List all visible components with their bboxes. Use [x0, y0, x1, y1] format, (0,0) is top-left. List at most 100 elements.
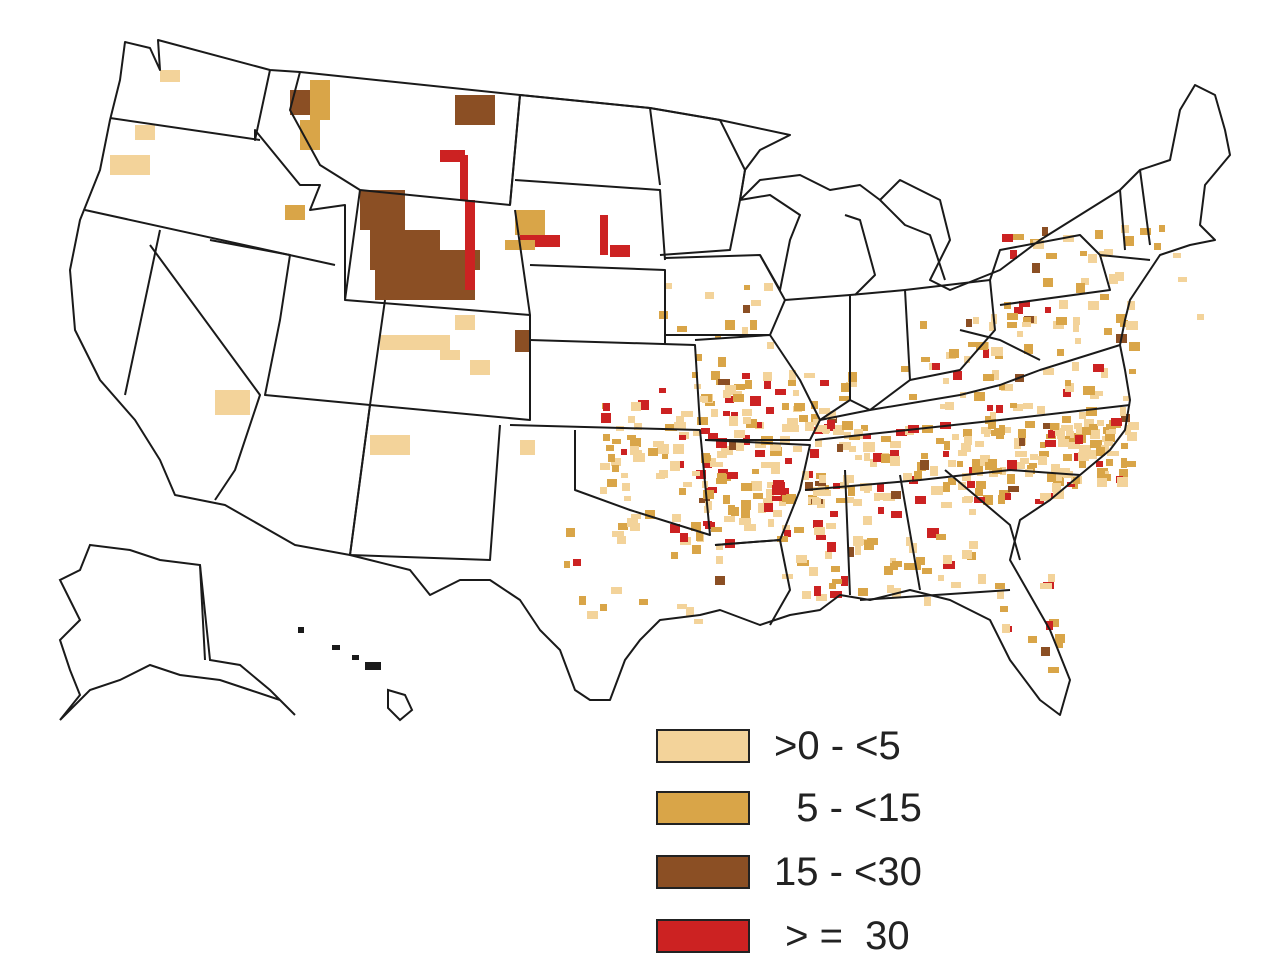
county-shading-layer: [110, 70, 1204, 673]
county-cell: [992, 370, 999, 380]
county-cell: [922, 568, 932, 574]
county-cell: [1081, 278, 1089, 285]
county-cell: [841, 383, 851, 392]
county-cell: [975, 441, 984, 447]
county-cell: [1017, 331, 1023, 337]
county-cell: [981, 427, 991, 434]
county-cell: [791, 425, 799, 432]
county-cell: [1073, 477, 1080, 484]
county-cell: [1080, 427, 1091, 435]
county-cell: [752, 469, 759, 474]
county-cell: [1057, 429, 1065, 439]
county-cell: [1173, 253, 1181, 258]
county-cell: [608, 454, 615, 462]
county-cell: [827, 542, 836, 552]
county-cell: [705, 292, 714, 299]
county-cell: [1000, 606, 1008, 612]
county-cell: [785, 458, 792, 464]
county-cell: [1128, 422, 1139, 430]
county-cell: [661, 408, 672, 414]
state-line: [739, 194, 801, 291]
county-cell: [696, 532, 703, 541]
county-cell: [1099, 251, 1107, 257]
county-cell: [673, 444, 684, 454]
county-cell: [691, 522, 701, 531]
county-cell: [1063, 389, 1071, 397]
county-cell: [1051, 464, 1060, 473]
legend-item: >0 - <5: [656, 724, 901, 768]
county-cell: [764, 379, 771, 389]
county-cell: [1159, 225, 1165, 232]
county-cell: [904, 563, 916, 570]
county-cell: [750, 320, 757, 330]
county-cell: [938, 575, 944, 581]
county-cell: [999, 490, 1010, 497]
county-cell: [948, 478, 956, 485]
county-cell: [733, 391, 742, 396]
state-line: [349, 404, 501, 561]
hawaii-island: [365, 662, 381, 670]
county-cell: [983, 349, 989, 358]
county-cell: [1127, 432, 1137, 441]
county-cell: [948, 460, 956, 467]
county-cell: [1090, 429, 1100, 439]
county-cell: [695, 354, 702, 361]
county-cell: [855, 455, 862, 460]
county-cell: [1127, 301, 1135, 310]
county-cell: [1121, 414, 1130, 422]
state-line: [819, 344, 1121, 421]
county-cell: [1063, 235, 1074, 242]
hawaii-big-island: [387, 688, 414, 722]
county-cell: [717, 451, 727, 458]
county-cell: [998, 495, 1005, 504]
county-cell: [957, 461, 963, 467]
county-cell: [360, 190, 405, 230]
county-cell: [874, 493, 880, 501]
state-boundaries: [69, 39, 1231, 716]
state-line: [844, 469, 851, 596]
county-cell: [677, 326, 687, 332]
county-cell: [677, 604, 687, 609]
county-cell: [820, 380, 829, 386]
county-cell: [1013, 404, 1023, 411]
state-line: [529, 339, 701, 426]
county-cell: [848, 547, 854, 557]
county-cell: [802, 591, 811, 599]
county-cell: [983, 495, 993, 505]
county-cell: [1063, 454, 1072, 461]
county-cell: [708, 433, 718, 440]
county-cell: [699, 498, 710, 503]
state-line: [124, 229, 161, 396]
county-cell: [927, 528, 939, 538]
state-line: [514, 179, 666, 261]
county-cell: [670, 524, 680, 533]
county-cell: [310, 80, 330, 120]
county-cell: [370, 435, 410, 455]
state-line: [1099, 254, 1151, 261]
county-cell: [813, 419, 819, 425]
state-line: [509, 94, 661, 206]
county-cell: [1076, 283, 1085, 293]
county-cell: [515, 330, 530, 352]
county-cell: [804, 373, 815, 378]
county-cell: [724, 516, 735, 522]
county-cell: [920, 460, 929, 470]
county-cell: [1116, 314, 1126, 323]
county-cell: [1080, 251, 1087, 256]
county-cell: [805, 422, 814, 431]
county-cell: [648, 448, 658, 456]
hawaii-island: [352, 655, 359, 660]
county-cell: [952, 434, 959, 440]
state-line: [1139, 169, 1151, 246]
county-cell: [921, 453, 928, 459]
county-cell: [830, 591, 842, 598]
county-cell: [887, 585, 894, 593]
county-cell: [1039, 451, 1049, 457]
county-cell: [1097, 478, 1107, 487]
county-cell: [863, 442, 875, 452]
county-cell: [1055, 634, 1065, 643]
county-cell: [606, 445, 614, 451]
county-cell: [1069, 436, 1075, 445]
state-line: [899, 474, 921, 591]
county-cell: [742, 409, 752, 416]
